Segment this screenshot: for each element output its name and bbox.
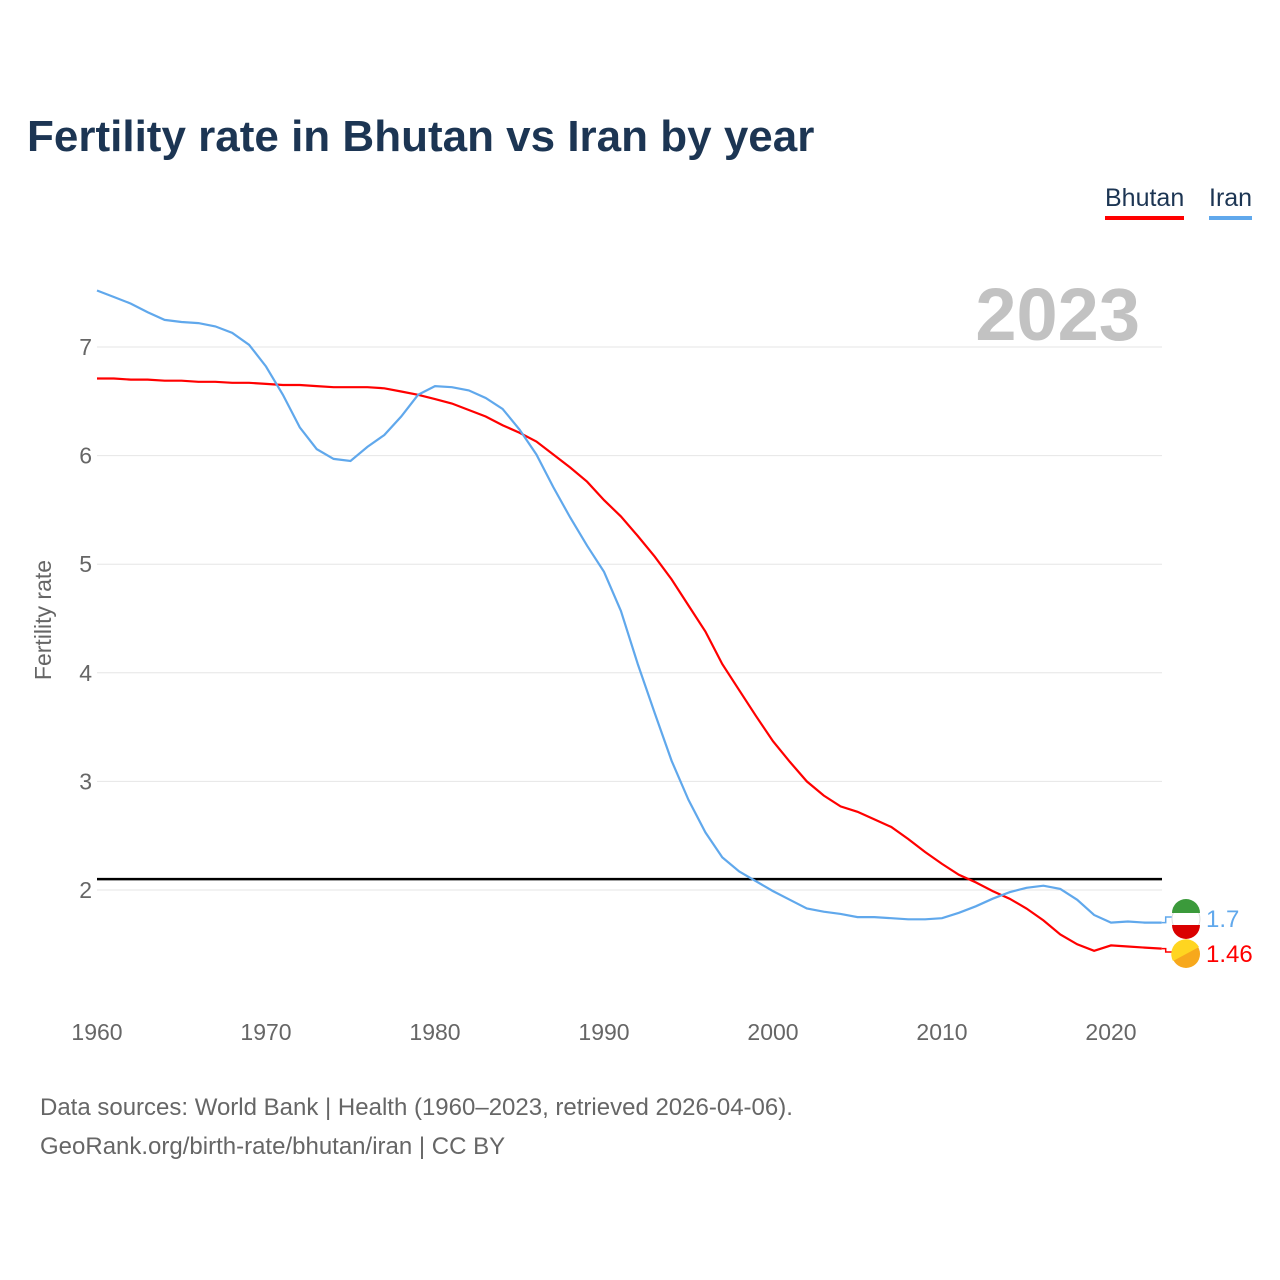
end-connector bbox=[1161, 947, 1172, 953]
y-tick-label: 2 bbox=[79, 877, 92, 903]
y-tick-label: 7 bbox=[79, 334, 92, 360]
flag-stripe bbox=[1172, 925, 1200, 939]
y-tick-label: 6 bbox=[79, 443, 92, 469]
series-line-bhutan bbox=[97, 377, 1162, 952]
x-tick-label: 2010 bbox=[916, 1019, 967, 1045]
x-tick-label: 1970 bbox=[240, 1019, 291, 1045]
end-value-label: 1.46 bbox=[1206, 941, 1253, 968]
x-tick-label: 2020 bbox=[1085, 1019, 1136, 1045]
source-line-1: Data sources: World Bank | Health (1960–… bbox=[40, 1094, 793, 1121]
flag-stripe bbox=[1171, 939, 1199, 961]
flag-stripe bbox=[1172, 899, 1200, 913]
y-tick-label: 5 bbox=[79, 551, 92, 577]
legend-iran[interactable]: Iran bbox=[1209, 184, 1253, 220]
x-tick-label: 1960 bbox=[71, 1019, 122, 1045]
x-tick-label: 1980 bbox=[409, 1019, 460, 1045]
source-line-2[interactable]: GeoRank.org/birth-rate/bhutan/iran | CC … bbox=[40, 1133, 506, 1160]
end-value-label: 1.7 bbox=[1206, 906, 1239, 933]
x-tick-label: 1990 bbox=[578, 1019, 629, 1045]
y-axis-label: Fertility rate bbox=[30, 560, 56, 680]
legend-bhutan[interactable]: Bhutan bbox=[1105, 184, 1185, 220]
y-tick-label: 4 bbox=[79, 660, 92, 686]
end-connector bbox=[1161, 916, 1172, 924]
series-line-iran bbox=[96, 289, 1162, 924]
source-note: Data sources: World Bank | Health (1960–… bbox=[40, 1088, 793, 1166]
year-label: 2023 bbox=[975, 273, 1140, 356]
x-tick-label: 2000 bbox=[747, 1019, 798, 1045]
y-tick-label: 3 bbox=[79, 768, 92, 794]
chart-title: Fertility rate in Bhutan vs Iran by year bbox=[27, 112, 815, 161]
